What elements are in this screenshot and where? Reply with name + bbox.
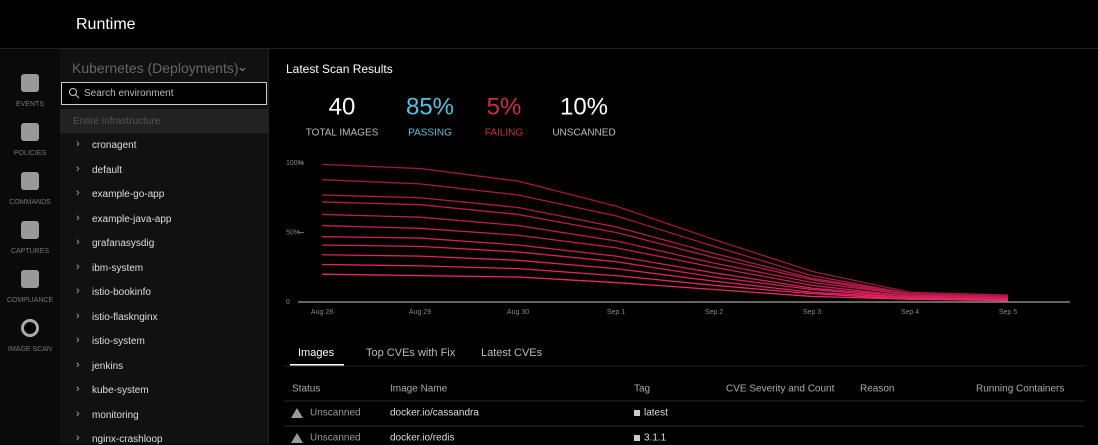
namespace-item[interactable]: jenkins: [92, 360, 124, 372]
column-header: Running Containers: [976, 384, 1064, 395]
nav-label[interactable]: POLICIES: [13, 150, 47, 157]
x-tick-label: Sep 3: [803, 309, 821, 316]
x-tick-label: Sep 5: [999, 309, 1017, 316]
namespace-item[interactable]: example-java-app: [92, 213, 172, 225]
namespace-item[interactable]: kube-system: [92, 385, 149, 396]
namespace-item[interactable]: grafanasysdig: [92, 238, 155, 249]
nav-label[interactable]: COMPLIANCE: [6, 297, 54, 304]
chevron: ›: [76, 211, 80, 224]
all-row[interactable]: Entire infrastructure: [60, 109, 268, 133]
namespace-item[interactable]: example-go-app: [92, 189, 165, 200]
cell: docker.io/redis: [390, 433, 454, 444]
nav-icon[interactable]: [21, 74, 39, 92]
series-line: [321, 236, 1009, 299]
warning-icon: [291, 433, 303, 443]
series-line: [321, 273, 1009, 302]
y-tick-label: 0: [286, 299, 290, 306]
chevron: ›: [76, 162, 80, 175]
column-header: CVE Severity and Count: [726, 384, 835, 395]
cell: Unscanned: [310, 433, 361, 444]
x-tick-label: Sep 2: [705, 309, 723, 316]
stat-label: TOTAL IMAGES: [306, 128, 379, 139]
column-header: Tag: [634, 384, 650, 395]
stat-label: PASSING: [408, 128, 452, 139]
stat-value: 5%: [487, 93, 522, 120]
column-header: Status: [292, 384, 320, 395]
series-line: [321, 224, 1009, 299]
nav-label[interactable]: IMAGE SCAN: [8, 346, 52, 353]
chevron: ›: [76, 432, 80, 444]
series-line: [321, 213, 1009, 299]
column-header: Reason: [860, 384, 894, 395]
tab: Images: [298, 347, 335, 359]
nav-icon[interactable]: [21, 172, 39, 190]
warning-icon: [291, 408, 303, 418]
tag-icon: [634, 410, 640, 416]
chevron: ›: [76, 309, 80, 322]
nav-icon[interactable]: [21, 221, 39, 239]
stat-value: 40: [329, 93, 356, 120]
chevron: ›: [76, 334, 80, 346]
tab: Top CVEs with Fix: [366, 347, 456, 359]
chevron: ›: [76, 187, 80, 199]
sidebar: Kubernetes (Deployments) ⌄ Search enviro…: [60, 49, 269, 445]
search-box[interactable]: Search environment: [61, 82, 267, 105]
all-label: Entire infrastructure: [73, 116, 161, 127]
x-tick-label: Sep 4: [901, 309, 919, 316]
scope-dropdown[interactable]: Kubernetes (Deployments): [72, 60, 239, 76]
chevron: ›: [76, 260, 80, 273]
chevron: ›: [76, 383, 80, 395]
tag-icon: [634, 435, 640, 441]
stat-value: 85%: [406, 93, 454, 120]
y-tick-label: 100%: [286, 160, 304, 167]
nav-label[interactable]: EVENTS: [15, 101, 44, 108]
nav-label[interactable]: COMMANDS: [9, 199, 51, 206]
page-title: Runtime: [76, 16, 136, 33]
namespace-item[interactable]: istio-bookinfo: [92, 287, 151, 298]
cell: 3.1.1: [644, 433, 667, 444]
stat-label: FAILING: [485, 128, 524, 139]
chevron: ›: [76, 236, 80, 248]
nav-icon[interactable]: [21, 319, 39, 337]
namespace-item[interactable]: nginx-crashloop: [92, 434, 163, 445]
chevron: ›: [76, 138, 80, 150]
column-header: Image Name: [390, 384, 448, 395]
main-panel: Latest Scan Results 40 TOTAL IMAGES 85% PAS…: [284, 62, 1085, 444]
x-tick-label: Aug 29: [409, 309, 431, 316]
cell: docker.io/cassandra: [390, 408, 479, 419]
nav-label[interactable]: CAPTURES: [10, 248, 50, 255]
chevron: ›: [76, 358, 80, 371]
cell: Unscanned: [310, 408, 361, 419]
namespace-item[interactable]: ibm-system: [92, 262, 144, 274]
chevron: ›: [76, 407, 80, 420]
header: Runtime: [0, 0, 1098, 49]
x-tick-label: Aug 28: [311, 309, 333, 316]
x-tick-label: Sep 1: [607, 309, 625, 316]
x-tick-label: Aug 30: [507, 309, 529, 316]
stat-label: UNSCANNED: [552, 128, 615, 139]
nav-icon[interactable]: [21, 123, 39, 141]
series-line: [321, 194, 1009, 298]
series-line: [321, 254, 1009, 300]
namespace-item[interactable]: monitoring: [92, 409, 139, 421]
nav-icon[interactable]: [21, 270, 39, 288]
cell: latest: [644, 408, 668, 419]
namespace-item[interactable]: istio-flasknginx: [92, 311, 158, 323]
tab: Latest CVEs: [481, 347, 543, 359]
namespace-item[interactable]: default: [92, 164, 123, 176]
namespace-item[interactable]: istio-system: [92, 336, 145, 347]
y-tick-label: 50%: [286, 229, 300, 236]
panel-title: Latest Scan Results: [286, 62, 393, 76]
series-line: [321, 163, 1009, 296]
search-icon: [69, 88, 80, 99]
stat-value: 10%: [560, 93, 608, 120]
series-line: [321, 201, 1009, 298]
chevron: ›: [76, 285, 80, 297]
search-placeholder: Search environment: [84, 88, 174, 99]
namespace-item[interactable]: cronagent: [92, 140, 137, 151]
nav-bar: EVENTS POLICIES COMMANDS CAPTURES COMPLIANCE…: [0, 49, 60, 444]
dropdown-arrow: ⌄: [237, 59, 248, 74]
